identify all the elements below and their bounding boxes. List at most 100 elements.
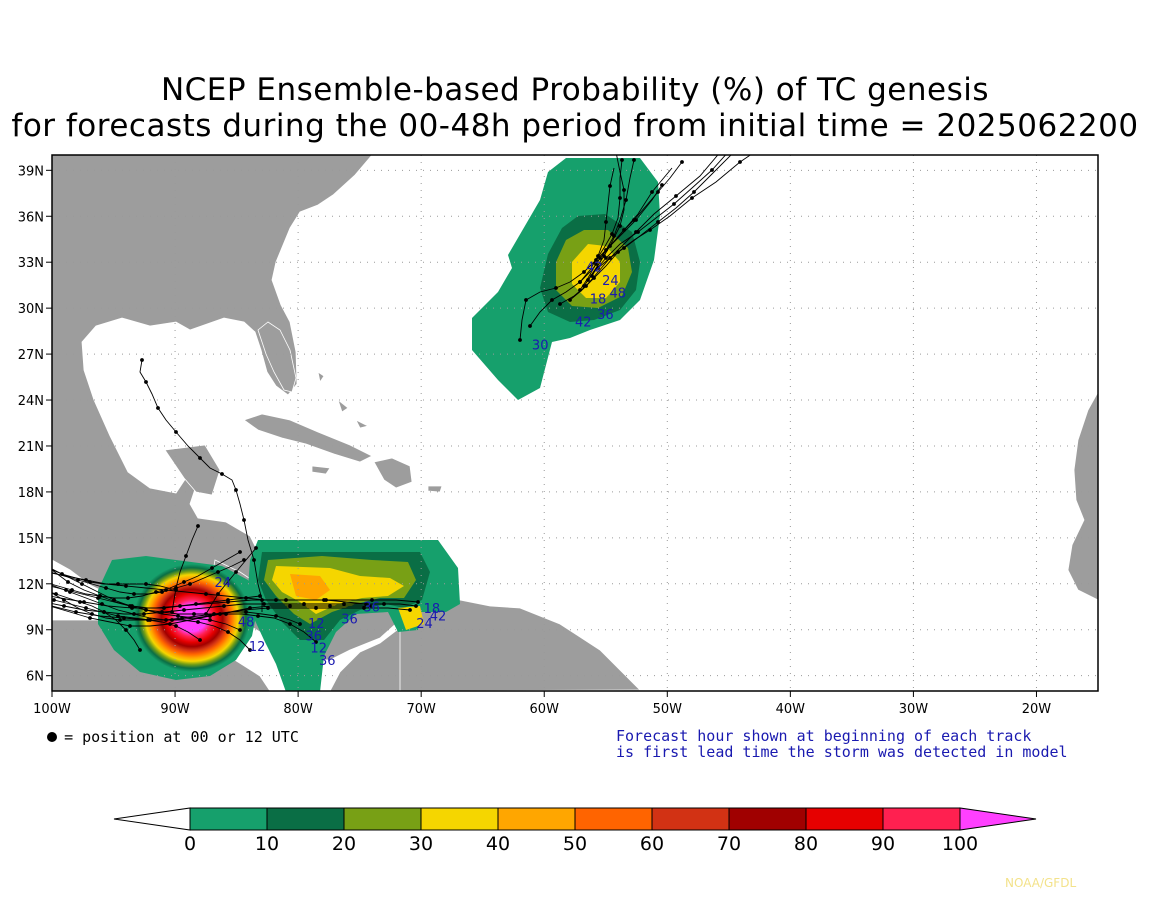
colorbar-label: 40: [485, 833, 511, 855]
colorbar-high-arrow: [959, 807, 1037, 831]
track-dot: [408, 608, 412, 612]
track-dot: [382, 602, 386, 606]
track-dot: [78, 600, 82, 604]
track-dot: [226, 598, 230, 602]
track-dot: [656, 190, 660, 194]
track-hour-label: 42: [430, 610, 447, 625]
track-hour-label: 12: [310, 642, 327, 657]
track-hour-label: 30: [532, 338, 549, 353]
lat-tick-label: 36N: [18, 210, 44, 225]
track-dot: [170, 610, 174, 614]
track-dot: [64, 588, 68, 592]
track-dot: [582, 284, 586, 288]
track-dot: [238, 628, 242, 632]
lat-tick-label: 33N: [18, 256, 44, 271]
track-dot: [604, 220, 608, 224]
track-dot: [54, 592, 58, 596]
lat-tick-label: 12N: [18, 578, 44, 593]
track-dot: [362, 606, 366, 610]
track-dot: [262, 602, 266, 606]
probability-shading-caribbean: [248, 540, 460, 691]
track-dot: [636, 230, 640, 234]
track-dot: [196, 620, 200, 624]
colorbar-segment: [574, 807, 653, 831]
track-dot: [168, 622, 172, 626]
track-dot: [242, 558, 246, 562]
track-dot: [70, 588, 74, 592]
forecast-hour-note: Forecast hour shown at beginning of each…: [616, 728, 1068, 760]
track-dot: [618, 196, 622, 200]
track-dot: [248, 606, 252, 610]
track-dot: [622, 246, 626, 250]
track-dot: [234, 570, 238, 574]
lat-tick-label: 9N: [26, 624, 44, 639]
colorbar-low-arrow: [113, 807, 191, 831]
track-dot: [178, 604, 182, 608]
track-dot: [82, 600, 86, 604]
track-points: [52, 158, 742, 652]
track-dot: [594, 258, 598, 262]
colorbar-label: 10: [254, 833, 280, 855]
track-dot: [604, 248, 608, 252]
track-dot: [616, 250, 620, 254]
lon-tick-label: 20W: [1022, 702, 1052, 717]
colorbar-segment: [497, 807, 576, 831]
track-dot: [210, 566, 214, 570]
position-legend: = position at 00 or 12 UTC: [46, 728, 299, 746]
track-dot: [160, 610, 164, 614]
track-dot: [88, 616, 92, 620]
track-dot: [618, 224, 622, 228]
track-dot: [578, 280, 582, 284]
track-dot: [132, 612, 136, 616]
track-dot: [212, 612, 216, 616]
track-dot: [90, 612, 94, 616]
track-dot: [266, 606, 270, 610]
colorbar-segment: [189, 807, 268, 831]
track-dot: [288, 622, 292, 626]
track-dot: [224, 612, 228, 616]
lon-tick-label: 30W: [899, 702, 929, 717]
colorbar-segment: [343, 807, 422, 831]
colorbar-label: 0: [183, 833, 197, 855]
track-dot: [62, 598, 66, 602]
colorbar-label: 90: [870, 833, 896, 855]
track-dot: [144, 380, 148, 384]
probability-colorbar: [113, 807, 1037, 831]
colorbar-label: 50: [562, 833, 588, 855]
track-dot: [590, 274, 594, 278]
track-dot: [66, 580, 70, 584]
plot-frame: [51, 154, 1099, 692]
track-hour-label: 18: [590, 293, 607, 308]
track-dot: [180, 616, 184, 620]
track-dot: [160, 590, 164, 594]
track-dot: [596, 254, 600, 258]
track-dot: [188, 582, 192, 586]
track-dot: [122, 616, 126, 620]
lat-tick-label: 6N: [26, 670, 44, 685]
lon-tick-label: 100W: [33, 702, 71, 717]
track-dot: [244, 610, 248, 614]
track-hour-label: 12: [249, 640, 266, 655]
track-dot: [170, 618, 174, 622]
track-dot: [220, 472, 224, 476]
track-dot: [100, 602, 104, 606]
track-dot: [140, 358, 144, 362]
track-dot: [74, 610, 78, 614]
track-dot: [182, 608, 186, 612]
track-dot: [52, 598, 56, 602]
track-dot: [554, 286, 558, 290]
track-dot: [80, 582, 84, 586]
lon-tick-label: 50W: [653, 702, 683, 717]
track-dot: [84, 578, 88, 582]
lat-tick-label: 21N: [18, 440, 44, 455]
colorbar-label: 30: [408, 833, 434, 855]
track-dot: [204, 612, 208, 616]
land-florida: [257, 321, 297, 393]
track-hour-label: 36: [363, 600, 380, 615]
track-dot: [324, 598, 328, 602]
track-dot: [710, 168, 714, 172]
position-dot-icon: [47, 732, 57, 742]
track-dot: [60, 572, 64, 576]
track-hour-label: 24: [214, 576, 231, 591]
